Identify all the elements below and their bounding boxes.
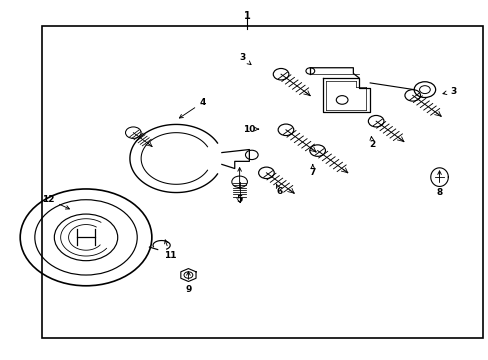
Text: 10: 10 [243,125,258,134]
Text: 2: 2 [368,136,375,149]
Text: 11: 11 [164,240,176,260]
Text: 1: 1 [243,11,250,21]
FancyBboxPatch shape [42,26,483,338]
Text: 8: 8 [435,171,442,197]
Text: 6: 6 [276,184,282,196]
Text: 9: 9 [185,272,191,294]
Text: 3: 3 [239,53,250,64]
Text: 4: 4 [179,98,206,118]
Text: 3: 3 [442,86,455,95]
Text: 7: 7 [309,165,315,177]
Text: 12: 12 [41,194,69,209]
Text: 5: 5 [236,168,242,203]
